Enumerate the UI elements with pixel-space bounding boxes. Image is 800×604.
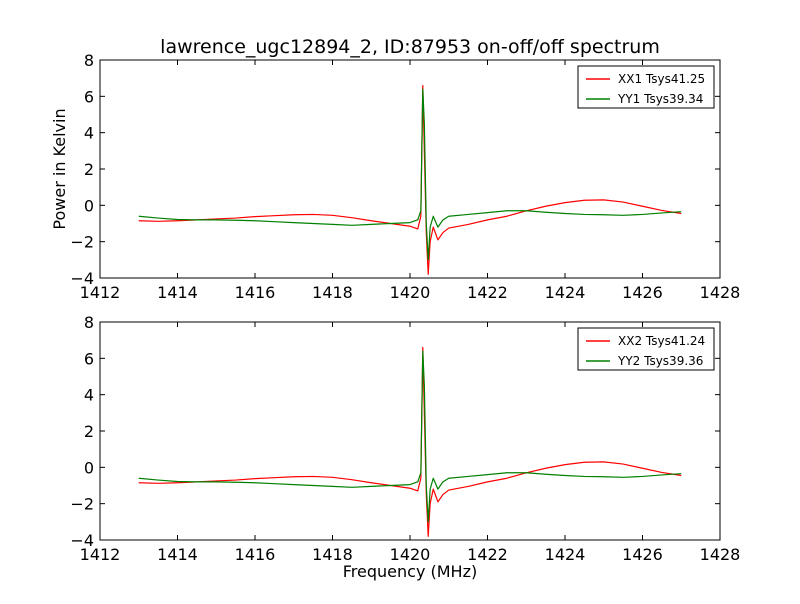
x-tick-label: 1418	[312, 283, 353, 302]
legend: XX2 Tsys41.24 YY2 Tsys39.36	[577, 327, 715, 371]
y-tick-label: −4	[70, 531, 94, 550]
y-tick-label: 8	[84, 51, 94, 70]
x-tick-label: 1426	[622, 283, 663, 302]
x-tick-label: 1428	[700, 545, 741, 564]
legend-label: XX1 Tsys41.25	[618, 72, 705, 86]
y-tick-label: 2	[84, 160, 94, 179]
legend-label: YY2 Tsys39.36	[617, 354, 703, 368]
x-tick-label: 1412	[80, 283, 121, 302]
x-tick-label: 1424	[545, 283, 586, 302]
y-tick-label: −2	[70, 495, 94, 514]
series-line-yy2	[138, 350, 682, 523]
x-tick-label: 1422	[467, 545, 508, 564]
y-tick-label: 2	[84, 422, 94, 441]
x-tick-label: 1414	[157, 283, 198, 302]
y-tick-label: 4	[84, 386, 94, 405]
x-tick-label: 1416	[235, 283, 276, 302]
chart-panel-2: 1412 1414 1416 1418 1420 1422 1424 1426 1428 −4 −2…	[70, 313, 740, 564]
chart-panel-1: 1412 1414 1416 1418 1420 1422 1424 1426 1428 −4 −2…	[70, 51, 740, 302]
x-tick-label: 1424	[545, 545, 586, 564]
x-tick-label: 1416	[235, 545, 276, 564]
x-tick-label: 1420	[390, 283, 431, 302]
legend: XX1 Tsys41.25 YY1 Tsys39.34	[577, 65, 715, 109]
x-tick-label: 1420	[390, 545, 431, 564]
y-tick-label: 8	[84, 313, 94, 332]
x-tick-label: 1426	[622, 545, 663, 564]
chart-title: lawrence_ugc12894_2, ID:87953 on-off/off…	[160, 36, 660, 58]
legend-box	[577, 65, 715, 109]
chart-panels: 1412 1414 1416 1418 1420 1422 1424 1426 1428 −4 −2…	[70, 51, 740, 564]
legend-label: YY1 Tsys39.34	[617, 92, 703, 106]
x-tick-label: 1418	[312, 545, 353, 564]
x-axis-label: Frequency (MHz)	[343, 562, 477, 581]
y-tick-label: 6	[84, 87, 94, 106]
y-tick-label: 0	[84, 196, 94, 215]
x-tick-label: 1412	[80, 545, 121, 564]
y-tick-label: −2	[70, 233, 94, 252]
y-tick-label: −4	[70, 269, 94, 288]
legend-box	[577, 327, 715, 371]
y-tick-label: 6	[84, 349, 94, 368]
y-tick-label: 0	[84, 458, 94, 477]
series-line-yy1	[138, 88, 682, 261]
legend-label: XX2 Tsys41.24	[618, 334, 705, 348]
y-axis-label: Power in Kelvin	[50, 108, 69, 229]
x-tick-label: 1422	[467, 283, 508, 302]
y-tick-label: 4	[84, 124, 94, 143]
x-tick-label: 1428	[700, 283, 741, 302]
x-tick-label: 1414	[157, 545, 198, 564]
